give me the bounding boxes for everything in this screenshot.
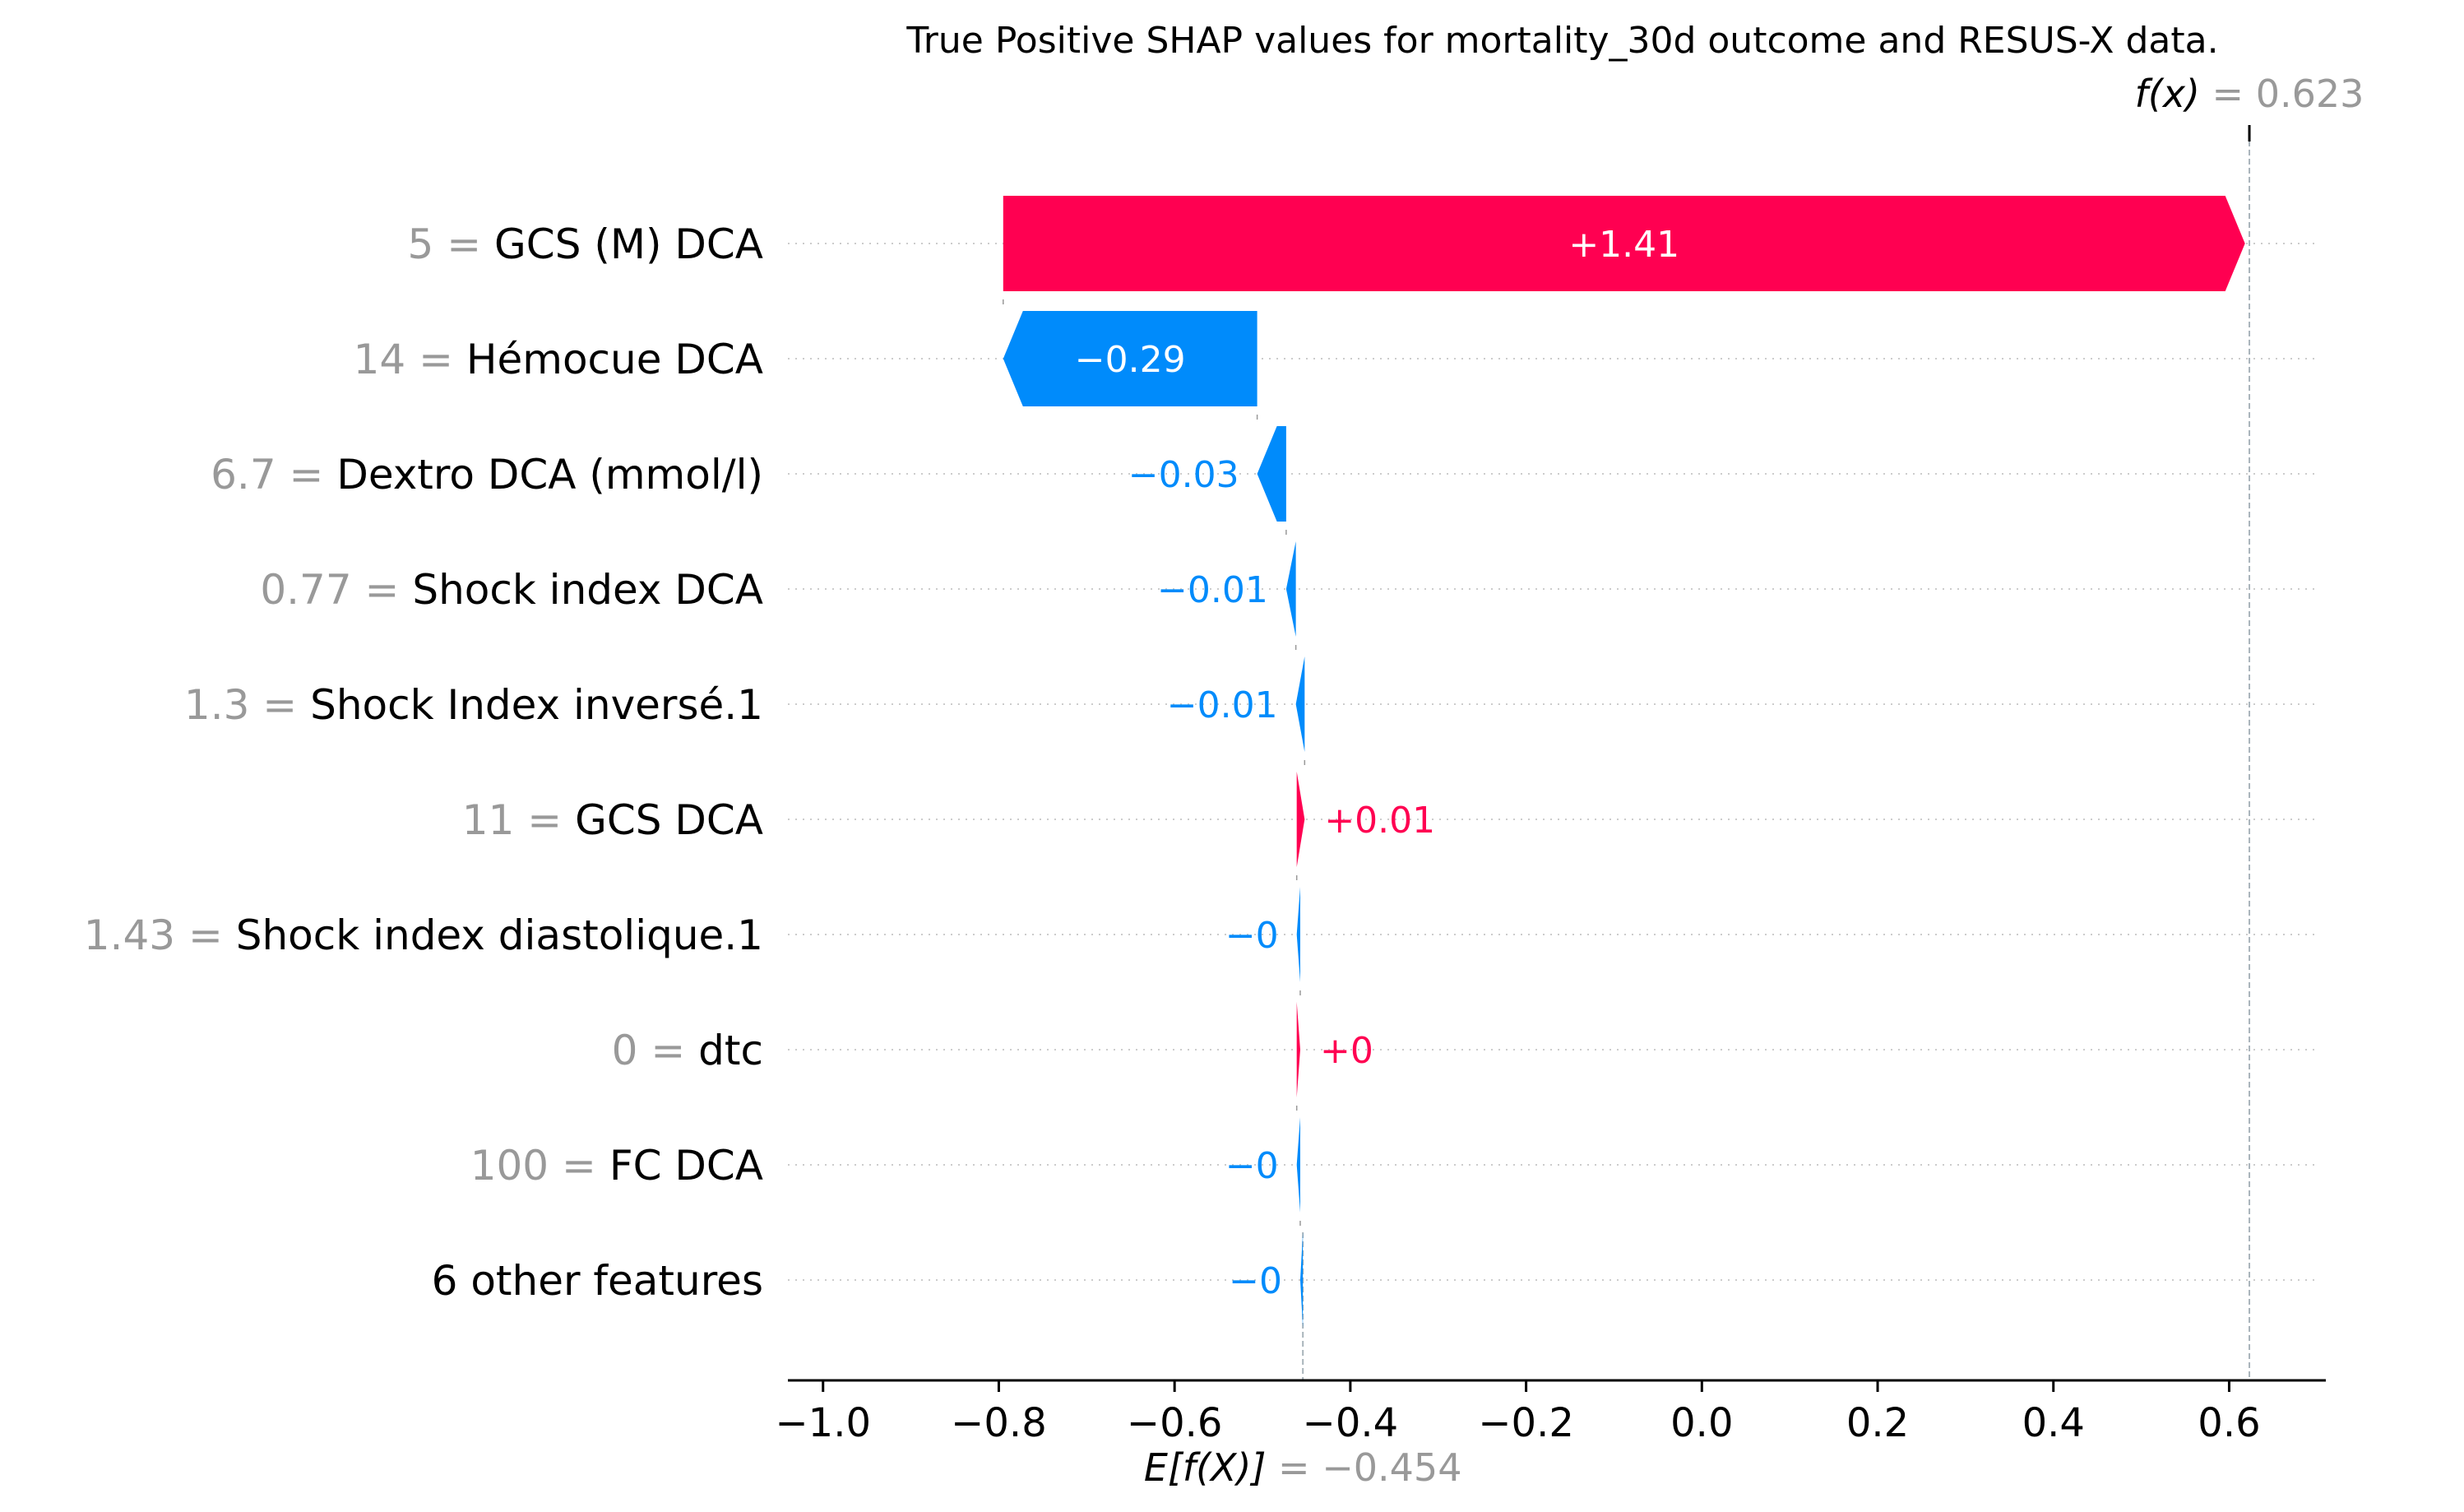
x-tick-label: −0.2 [1478, 1400, 1574, 1446]
fx-label: f(x) = 0.623 [2135, 72, 2364, 116]
base-value-label: E[f(X)] = −0.454 [1144, 1445, 1462, 1490]
bar-value-label: −0 [1225, 915, 1279, 957]
x-tick-label: 0.0 [1670, 1400, 1733, 1446]
shap-bar [1299, 1232, 1304, 1328]
fx-annotation: f(x) = 0.623 [2135, 72, 2364, 116]
bar-value-label: +1.41 [1568, 224, 1679, 266]
x-tick-label: 0.2 [1846, 1400, 1909, 1446]
gridlines [788, 243, 2318, 1281]
bar-value-label: −0.01 [1167, 684, 1278, 726]
feature-label: 6 other features [432, 1257, 763, 1305]
x-tick-label: −0.8 [951, 1400, 1047, 1446]
shap-bar [1296, 772, 1305, 867]
bar-value-label: −0.29 [1075, 339, 1186, 381]
feature-labels: 5 = GCS (M) DCA +1.41 14 = Hémocue DCA −0.2… [84, 220, 1679, 1305]
chart-title: True Positive SHAP values for mortality_… [905, 20, 2218, 62]
feature-label: 14 = Hémocue DCA [354, 336, 763, 383]
feature-label: 1.3 = Shock Index inversé.1 [184, 681, 763, 729]
feature-label: 100 = FC DCA [470, 1142, 763, 1190]
bar-value-label: +0 [1320, 1030, 1373, 1072]
shap-bar [1296, 887, 1300, 982]
bar-value-label: −0.01 [1157, 569, 1268, 611]
shap-bar [1003, 311, 1257, 406]
shap-bar [1296, 1002, 1300, 1097]
bar-value-label: −0 [1229, 1260, 1282, 1302]
shap-bar [1295, 656, 1305, 752]
reference-lines [1302, 125, 2251, 1380]
x-tick-label: 0.4 [2022, 1400, 2085, 1446]
bar-value-label: −0.03 [1128, 454, 1239, 496]
bar-value-label: −0 [1225, 1145, 1279, 1187]
feature-label: 0.77 = Shock index DCA [260, 566, 763, 614]
x-axis: −1.0 −0.8 −0.6 −0.4 −0.2 0.0 0.2 0.4 0.6 [775, 1379, 2326, 1446]
shap-bar [1257, 426, 1286, 522]
shap-bar [1296, 1117, 1300, 1213]
feature-label: 0 = dtc [612, 1027, 763, 1074]
feature-label: 1.43 = Shock index diastolique.1 [84, 911, 763, 959]
feature-label: 6.7 = Dextro DCA (mmol/l) [211, 451, 763, 499]
shap-bar [1285, 541, 1296, 637]
base-value-annotation: E[f(X)] = −0.454 [1144, 1445, 1462, 1490]
shap-bar [1003, 196, 2245, 291]
bar-value-label: +0.01 [1324, 800, 1435, 842]
x-tick-label: −0.6 [1127, 1400, 1223, 1446]
x-tick-label: −0.4 [1303, 1400, 1399, 1446]
feature-label: 11 = GCS DCA [462, 796, 763, 844]
bars [1003, 196, 2245, 1328]
x-tick-label: −1.0 [775, 1400, 871, 1446]
feature-label: 5 = GCS (M) DCA [408, 220, 763, 268]
connector-lines [1003, 298, 1306, 1226]
x-tick-label: 0.6 [2198, 1400, 2260, 1446]
